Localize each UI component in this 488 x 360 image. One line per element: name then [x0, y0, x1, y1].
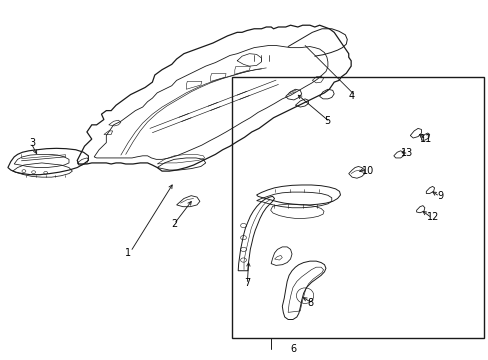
Text: 7: 7 [244, 278, 249, 288]
Text: 11: 11 [419, 134, 431, 144]
Text: 12: 12 [427, 212, 439, 222]
Text: 1: 1 [125, 248, 131, 258]
Text: 10: 10 [361, 166, 373, 176]
Text: 2: 2 [171, 220, 177, 229]
Text: 6: 6 [289, 344, 295, 354]
Text: 13: 13 [400, 148, 412, 158]
Text: 4: 4 [347, 91, 353, 102]
Text: 5: 5 [323, 116, 329, 126]
Text: 8: 8 [306, 298, 312, 308]
Bar [232, 77, 484, 338]
Text: 3: 3 [29, 138, 35, 148]
Text: 9: 9 [437, 191, 443, 201]
